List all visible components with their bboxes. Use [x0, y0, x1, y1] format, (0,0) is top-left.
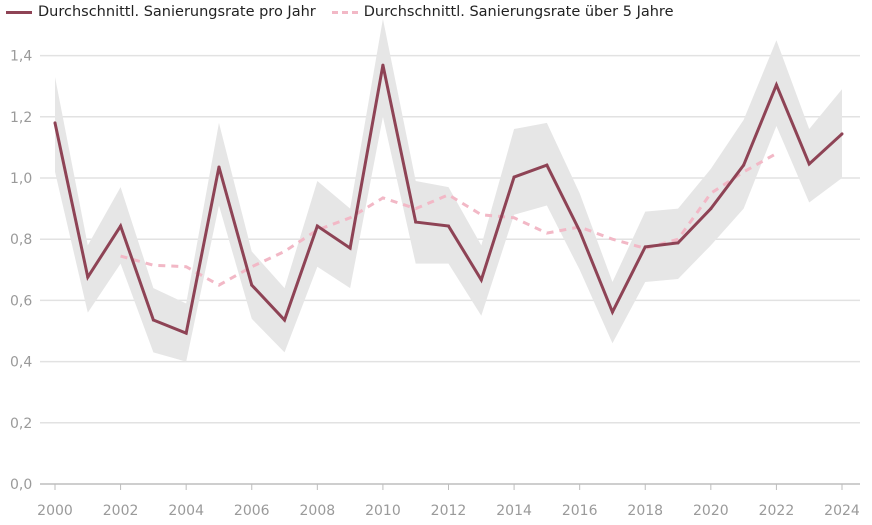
x-tick-label: 2024	[824, 503, 860, 519]
x-tick-label: 2018	[627, 503, 663, 519]
legend-label-annual: Durchschnittl. Sanierungsrate pro Jahr	[38, 4, 316, 20]
data-point-annual	[414, 220, 418, 224]
legend-swatch-5yr	[331, 10, 358, 14]
data-point-annual	[742, 163, 746, 167]
data-point-annual	[676, 241, 680, 245]
data-point-annual	[447, 224, 450, 228]
data-point-annual	[53, 121, 57, 125]
y-tick-label: 0,8	[10, 232, 32, 248]
data-point-annual	[578, 229, 582, 233]
data-point-annual	[512, 175, 516, 179]
data-point-annual	[807, 162, 811, 166]
x-tick-label: 2010	[365, 503, 401, 519]
y-tick-label: 0,6	[10, 293, 32, 309]
confidence-band	[55, 18, 842, 362]
data-point-annual	[250, 283, 254, 287]
data-point-annual	[545, 163, 549, 167]
x-tick-label: 2012	[431, 503, 467, 519]
data-point-annual	[610, 310, 614, 314]
data-point-annual	[151, 318, 155, 322]
y-tick-label: 1,0	[10, 171, 32, 187]
legend-item-annual: Durchschnittl. Sanierungsrate pro Jahr	[6, 4, 316, 20]
x-tick-label: 2014	[496, 503, 532, 519]
legend-item-5yr: Durchschnittl. Sanierungsrate über 5 Jah…	[331, 4, 674, 20]
x-tick-label: 2004	[168, 503, 204, 519]
x-tick-label: 2020	[693, 503, 729, 519]
data-point-annual	[709, 207, 713, 211]
x-tick-label: 2016	[562, 503, 598, 519]
legend-swatch-annual	[6, 10, 32, 14]
y-tick-label: 0,2	[10, 416, 32, 432]
data-point-annual	[86, 275, 90, 279]
data-point-annual	[315, 224, 319, 228]
data-point-annual	[479, 278, 483, 282]
legend-label-5yr: Durchschnittl. Sanierungsrate über 5 Jah…	[363, 4, 674, 20]
y-tick-label: 1,4	[10, 49, 32, 65]
data-point-annual	[643, 245, 647, 249]
x-tick-label: 2008	[300, 503, 336, 519]
data-point-annual	[348, 246, 352, 250]
legend: Durchschnittl. Sanierungsrate pro Jahr D…	[6, 4, 690, 20]
data-point-annual	[119, 224, 123, 228]
data-point-annual	[381, 63, 385, 67]
y-tick-label: 0,4	[10, 355, 32, 371]
data-point-annual	[840, 132, 844, 136]
x-tick-label: 2022	[759, 503, 795, 519]
data-point-annual	[184, 331, 188, 335]
x-tick-label: 2002	[103, 503, 139, 519]
x-tick-label: 2000	[37, 503, 73, 519]
y-tick-label: 1,2	[10, 110, 32, 126]
data-point-annual	[283, 318, 287, 322]
data-point-annual	[217, 165, 221, 169]
data-point-annual	[774, 83, 778, 87]
y-tick-label: 0,0	[10, 477, 32, 493]
x-tick-label: 2006	[234, 503, 270, 519]
